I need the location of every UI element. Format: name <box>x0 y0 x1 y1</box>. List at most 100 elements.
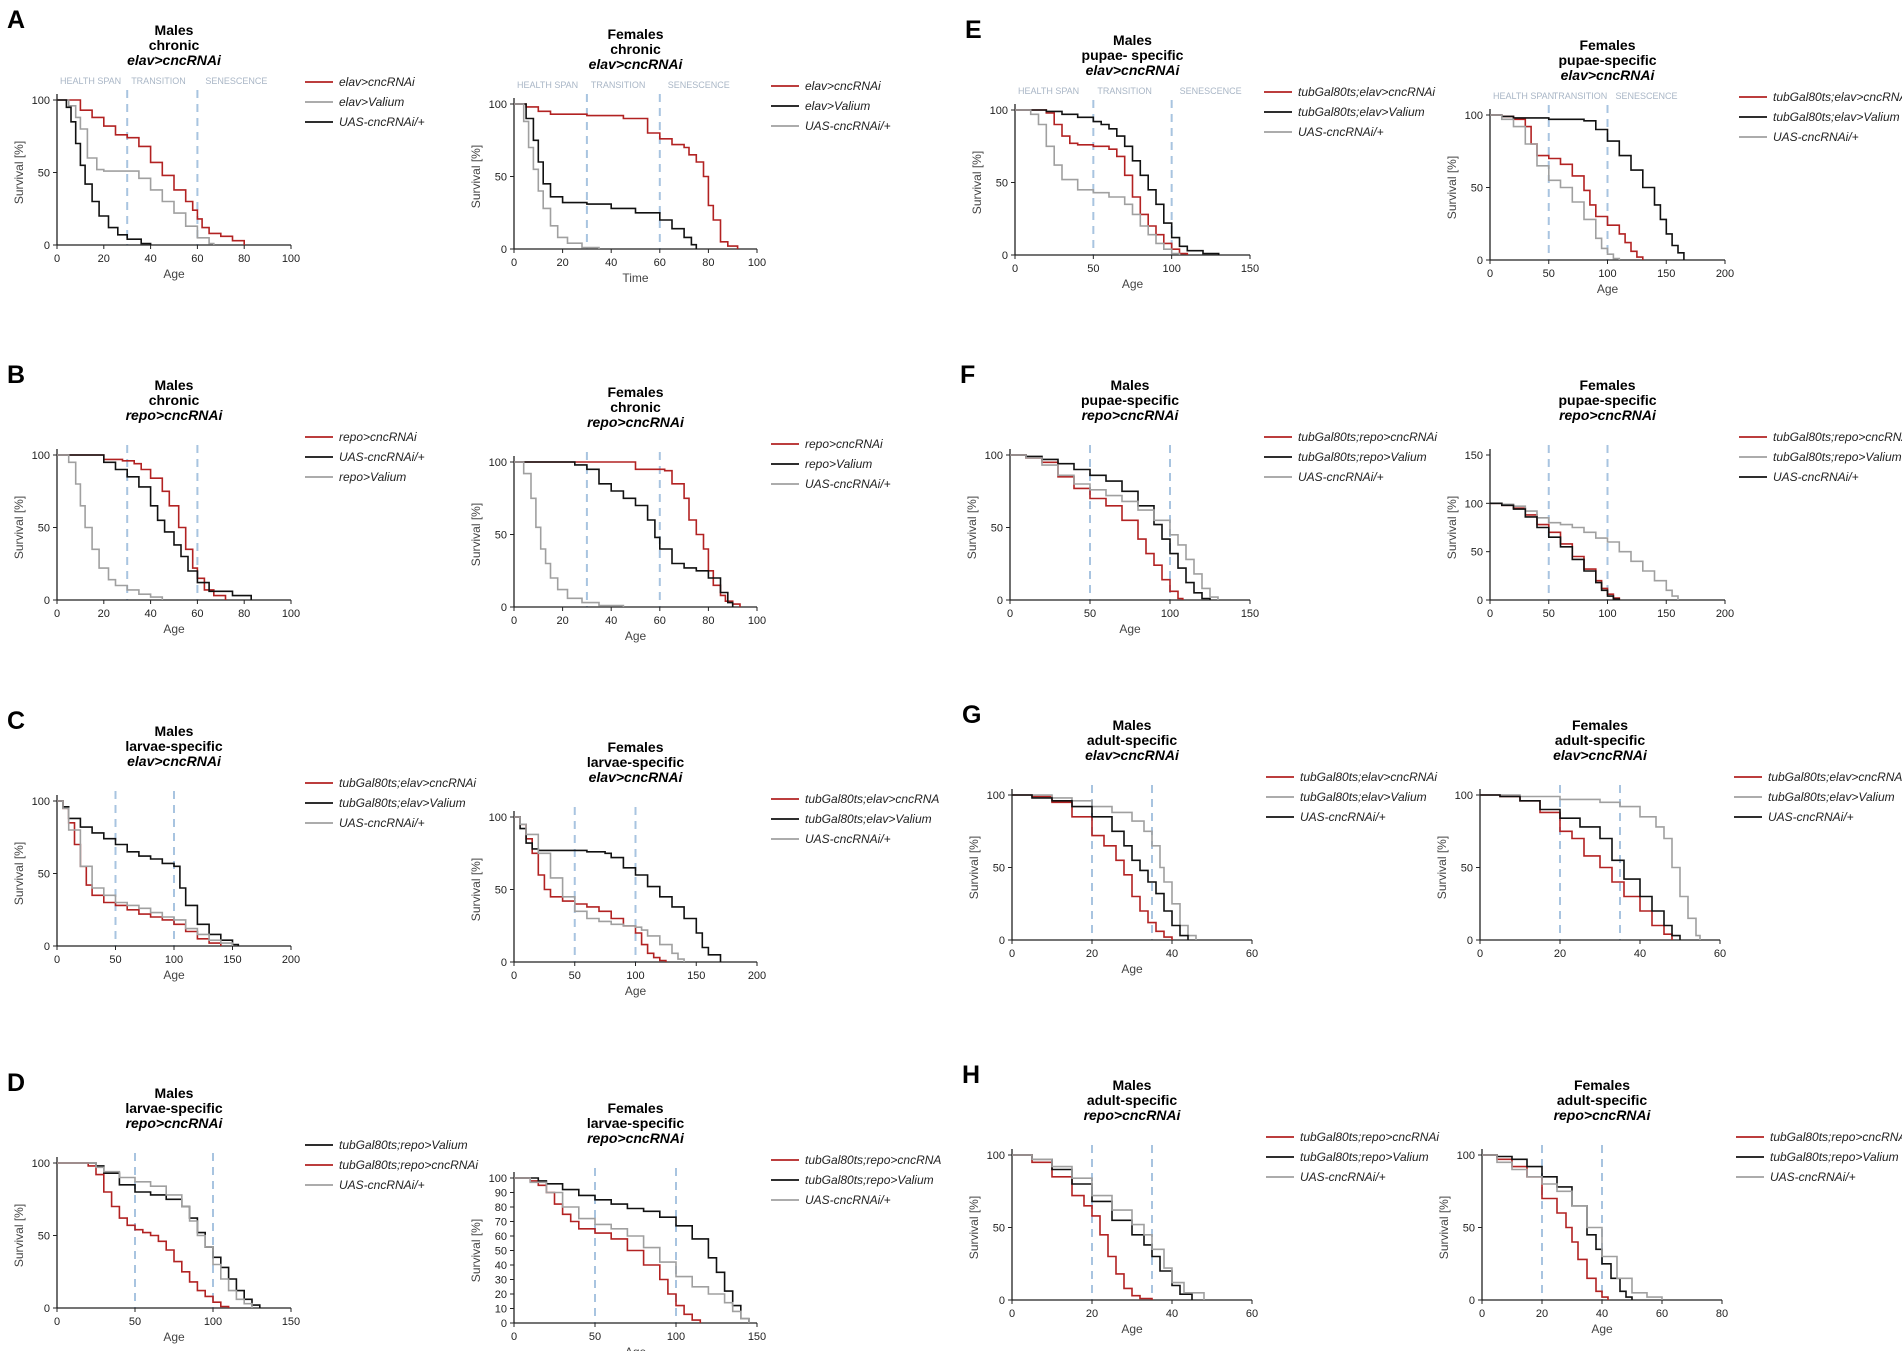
x-axis-label: Age <box>625 1345 647 1351</box>
legend-label-1: tubGal80ts;repo>cncRNA <box>805 1153 941 1167</box>
legend-label-3: UAS-cncRNAi/+ <box>339 115 425 129</box>
x-tick-label: 50 <box>1543 268 1555 280</box>
x-tick-label: 150 <box>748 1331 766 1343</box>
legend-label-1: elav>cncRNAi <box>339 75 415 89</box>
y-axis-label: Survival [%] <box>1445 156 1459 219</box>
y-tick-label: 50 <box>38 1231 50 1243</box>
x-tick-label: 20 <box>556 615 568 627</box>
title-line-2: adult-specific <box>1087 732 1177 748</box>
x-tick-label: 20 <box>1554 948 1566 960</box>
title-line-2: chronic <box>149 392 200 408</box>
x-tick-label: 60 <box>191 253 203 265</box>
title-line-1: Males <box>155 22 194 38</box>
series-line-2 <box>1490 114 1685 260</box>
series-line-3 <box>1490 114 1621 260</box>
y-tick-label: 100 <box>32 796 50 808</box>
title-line-1: Males <box>155 723 194 739</box>
y-tick-label: 0 <box>999 935 1005 947</box>
title-line-2: adult-specific <box>1087 1092 1177 1108</box>
x-tick-label: 60 <box>1246 1308 1258 1320</box>
series-line-2 <box>1490 502 1679 600</box>
title-line-3: repo>cncRNAi <box>1559 407 1657 423</box>
x-tick-label: 100 <box>1598 268 1616 280</box>
y-tick-label: 0 <box>1002 250 1008 262</box>
panel-label-c: C <box>7 707 25 735</box>
y-tick-label: 100 <box>489 812 507 824</box>
series-line-2 <box>514 103 698 249</box>
legend-label-2: tubGal80ts;elav>Valium <box>805 812 932 826</box>
legend-label-1: tubGal80ts;repo>Valium <box>339 1138 468 1152</box>
title-line-2: adult-specific <box>1555 732 1645 748</box>
series-line-3 <box>514 816 685 962</box>
legend-label-3: UAS-cncRNAi/+ <box>339 1178 425 1192</box>
x-tick-label: 40 <box>1166 948 1178 960</box>
x-tick-label: 0 <box>1487 608 1493 620</box>
x-tick-label: 20 <box>1086 948 1098 960</box>
x-tick-label: 0 <box>1487 268 1493 280</box>
phase-label-3: SENESCENCE <box>1616 91 1678 101</box>
legend-label-2: tubGal80ts;repo>Valium <box>1770 1150 1899 1164</box>
series-line-2 <box>57 99 215 245</box>
x-tick-label: 150 <box>687 970 705 982</box>
phase-label-2: TRANSITION <box>591 80 646 90</box>
x-axis-label: Age <box>625 629 647 643</box>
x-tick-label: 80 <box>702 615 714 627</box>
legend-label-1: tubGal80ts;elav>cncRNA <box>1773 90 1902 104</box>
title-line-3: repo>cncRNAi <box>126 1115 224 1131</box>
title-line-1: Females <box>607 739 663 755</box>
y-axis-label: Survival [%] <box>970 151 984 214</box>
series-line-2 <box>57 1162 230 1308</box>
legend-label-3: UAS-cncRNAi/+ <box>1300 1170 1386 1184</box>
panel-label-h: H <box>962 1061 980 1089</box>
panel-label-d: D <box>7 1069 25 1097</box>
y-tick-label: 50 <box>1463 1223 1475 1235</box>
x-tick-label: 50 <box>1087 263 1099 275</box>
phase-label-1: HEALTH SPAN <box>517 80 578 90</box>
series-line-1 <box>57 800 222 946</box>
title-line-3: repo>cncRNAi <box>126 407 224 423</box>
series-line-3 <box>1482 1154 1663 1300</box>
y-tick-label: 100 <box>990 105 1008 117</box>
x-tick-label: 0 <box>54 608 60 620</box>
y-tick-label: 100 <box>489 99 507 111</box>
x-tick-label: 60 <box>1656 1308 1668 1320</box>
legend-label-1: tubGal80ts;repo>cncRNAi <box>1770 1130 1902 1144</box>
series-line-3 <box>1012 1154 1205 1300</box>
x-tick-label: 60 <box>1246 948 1258 960</box>
y-axis-label: Survival [%] <box>967 836 981 899</box>
title-line-1: Males <box>1113 1077 1152 1093</box>
legend-label-3: UAS-cncRNAi/+ <box>339 816 425 830</box>
title-line-2: pupae- specific <box>1082 47 1184 63</box>
x-tick-label: 0 <box>511 970 517 982</box>
x-tick-label: 20 <box>98 253 110 265</box>
title-line-3: repo>cncRNAi <box>587 1130 685 1146</box>
y-axis-label: Survival [%] <box>12 1204 26 1267</box>
y-tick-label: 70 <box>495 1217 507 1229</box>
x-tick-label: 0 <box>1007 608 1013 620</box>
legend-label-2: repo>Valium <box>805 457 872 471</box>
series-line-1 <box>514 816 667 962</box>
series-line-3 <box>514 461 625 607</box>
y-tick-label: 50 <box>993 1223 1005 1235</box>
legend-label-1: tubGal80ts;elav>cncRNAi <box>1300 770 1437 784</box>
series-line-3 <box>57 800 234 946</box>
y-axis-label: Survival [%] <box>12 842 26 905</box>
phase-label-3: SENESCENCE <box>668 80 730 90</box>
x-tick-label: 50 <box>1084 608 1096 620</box>
x-tick-label: 100 <box>748 615 766 627</box>
title-line-3: elav>cncRNAi <box>1085 747 1180 763</box>
x-tick-label: 0 <box>54 253 60 265</box>
y-tick-label: 100 <box>1465 110 1483 122</box>
series-line-1 <box>1015 109 1189 255</box>
phase-label-3: SENESCENCE <box>1180 86 1242 96</box>
x-tick-label: 40 <box>144 253 156 265</box>
y-axis-label: Survival [%] <box>1437 1196 1451 1259</box>
series-line-1 <box>1010 454 1184 600</box>
y-tick-label: 100 <box>489 457 507 469</box>
y-tick-label: 0 <box>997 595 1003 607</box>
x-tick-label: 100 <box>204 1316 222 1328</box>
title-line-1: Females <box>1579 377 1635 393</box>
y-axis-label: Survival [%] <box>1445 496 1459 559</box>
